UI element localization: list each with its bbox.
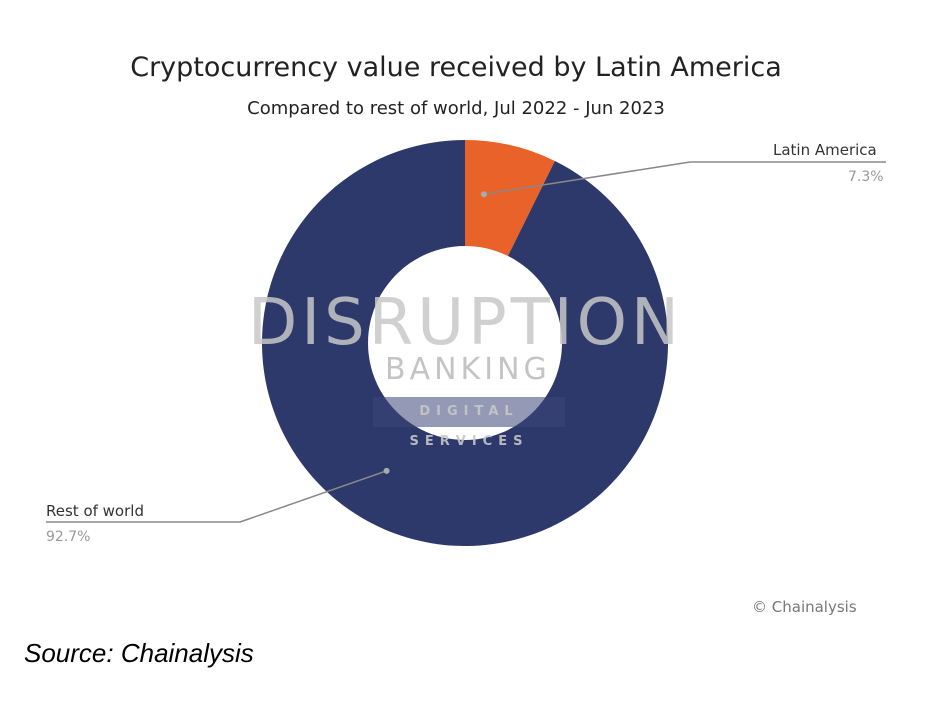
- chart-credit: © Chainalysis: [752, 598, 857, 616]
- slice-rest-of-world: [262, 140, 668, 546]
- value-rest-of-world: 92.7%: [46, 529, 91, 545]
- leader-line-rest-of-world-dot: [383, 467, 390, 474]
- watermark-digital-services: DIGITAL SERVICES: [373, 397, 565, 449]
- leader-line-latin-america-dot: [480, 191, 487, 198]
- value-latin-america: 7.3%: [848, 169, 884, 185]
- chart-title: Cryptocurrency value received by Latin A…: [130, 52, 782, 83]
- label-rest-of-world: Rest of world: [46, 502, 144, 520]
- leader-line-rest-of-world: [46, 470, 387, 523]
- leader-line-latin-america: [483, 161, 886, 195]
- slice-latin-america: [465, 140, 555, 257]
- watermark-banking: BANKING: [385, 352, 551, 387]
- chart-subtitle: Compared to rest of world, Jul 2022 - Ju…: [247, 98, 665, 119]
- label-latin-america: Latin America: [773, 141, 877, 159]
- source-caption: Source: Chainalysis: [24, 638, 254, 668]
- watermark-disruption: DISRUPTION: [248, 286, 683, 360]
